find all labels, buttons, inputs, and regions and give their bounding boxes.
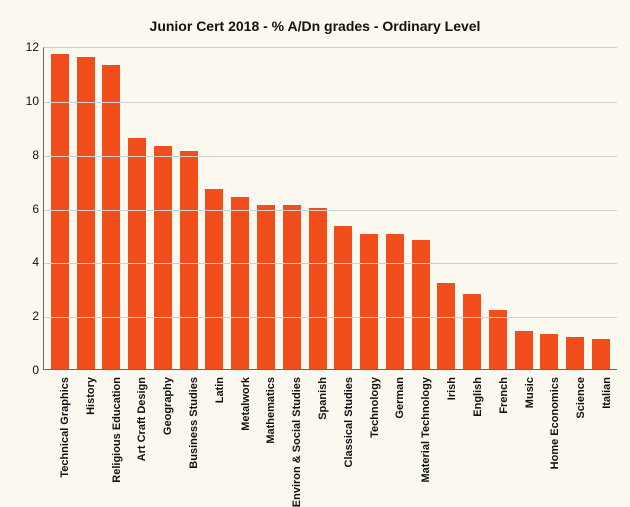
x-axis-label: Technical Graphics xyxy=(59,377,71,478)
x-label-slot: Spanish xyxy=(308,373,326,493)
x-label-slot: Irish xyxy=(437,373,455,493)
x-label-slot: Technical Graphics xyxy=(50,373,68,493)
bar xyxy=(309,208,327,370)
x-label-slot: Science xyxy=(566,373,584,493)
x-axis-label: Science xyxy=(575,377,587,419)
x-axis-label: History xyxy=(85,377,97,415)
bar xyxy=(437,283,455,369)
x-axis-label: French xyxy=(498,377,510,414)
chart-title: Junior Cert 2018 - % A/Dn grades - Ordin… xyxy=(0,18,630,34)
x-axis-label: German xyxy=(394,377,406,419)
x-label-slot: Art Craft Design xyxy=(127,373,145,493)
bar xyxy=(102,65,120,369)
x-axis-label: Environ & Social Studies xyxy=(291,377,303,507)
bar xyxy=(154,146,172,369)
bar xyxy=(360,234,378,369)
y-tick-label: 4 xyxy=(32,255,39,269)
x-label-slot: Latin xyxy=(205,373,223,493)
y-tick-label: 2 xyxy=(32,309,39,323)
x-label-slot: Metalwork xyxy=(231,373,249,493)
y-tick-label: 6 xyxy=(32,202,39,216)
x-label-slot: French xyxy=(489,373,507,493)
x-axis-label: Spanish xyxy=(317,377,329,420)
bars-group xyxy=(44,48,617,369)
x-label-slot: Home Economics xyxy=(540,373,558,493)
x-label-slot: Geography xyxy=(153,373,171,493)
bar xyxy=(334,226,352,369)
x-label-slot: Mathematics xyxy=(256,373,274,493)
x-label-slot: Music xyxy=(515,373,533,493)
bar xyxy=(231,197,249,369)
y-tick-label: 8 xyxy=(32,148,39,162)
y-tick-label: 10 xyxy=(26,94,39,108)
bar xyxy=(515,331,533,369)
bar xyxy=(205,189,223,369)
x-axis-label: Music xyxy=(524,377,536,408)
y-tick-label: 0 xyxy=(32,363,39,377)
x-axis-label: Home Economics xyxy=(549,377,561,469)
x-label-slot: Material Technology xyxy=(411,373,429,493)
y-tick-label: 12 xyxy=(26,40,39,54)
bar xyxy=(386,234,404,369)
x-label-slot: English xyxy=(463,373,481,493)
x-axis-label: Irish xyxy=(446,377,458,400)
gridline xyxy=(44,102,617,103)
x-axis-label: Mathematics xyxy=(265,377,277,444)
bar xyxy=(489,310,507,369)
bar xyxy=(566,337,584,369)
x-label-slot: Business Studies xyxy=(179,373,197,493)
bar xyxy=(592,339,610,369)
x-axis-label: Latin xyxy=(214,377,226,403)
x-label-slot: German xyxy=(385,373,403,493)
gridline xyxy=(44,210,617,211)
x-label-slot: Classical Studies xyxy=(334,373,352,493)
x-axis-label: Business Studies xyxy=(188,377,200,469)
bar xyxy=(128,138,146,369)
gridline xyxy=(44,156,617,157)
bar xyxy=(257,205,275,369)
bar xyxy=(283,205,301,369)
x-axis-labels: Technical Graphics History Religious Educa… xyxy=(43,373,617,493)
bar-chart: Junior Cert 2018 - % A/Dn grades - Ordin… xyxy=(0,0,630,500)
bar xyxy=(540,334,558,369)
bar xyxy=(463,294,481,369)
bar xyxy=(77,57,95,369)
x-axis-label: Technology xyxy=(369,377,381,438)
x-axis-label: Geography xyxy=(162,377,174,435)
x-axis-label: Italian xyxy=(601,377,613,409)
x-axis-label: Art Craft Design xyxy=(136,377,148,461)
x-label-slot: History xyxy=(76,373,94,493)
gridline xyxy=(44,317,617,318)
x-label-slot: Environ & Social Studies xyxy=(282,373,300,493)
x-label-slot: Religious Education xyxy=(102,373,120,493)
x-axis-label: Material Technology xyxy=(420,377,432,483)
bar xyxy=(180,151,198,369)
plot-area xyxy=(43,47,617,370)
x-label-slot: Technology xyxy=(360,373,378,493)
x-axis-label: Religious Education xyxy=(111,377,123,483)
gridline xyxy=(44,263,617,264)
x-axis-label: Classical Studies xyxy=(343,377,355,468)
x-axis-label: Metalwork xyxy=(240,377,252,431)
x-axis-label: English xyxy=(472,377,484,417)
bar xyxy=(412,240,430,369)
x-label-slot: Italian xyxy=(592,373,610,493)
